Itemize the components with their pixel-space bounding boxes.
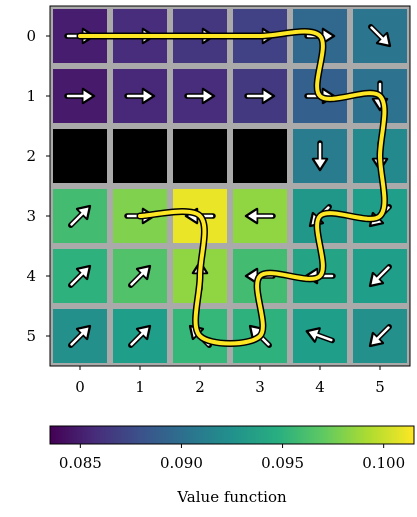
policy-arrow xyxy=(128,264,152,288)
policy-arrow xyxy=(68,264,92,288)
trajectory-line xyxy=(78,29,387,346)
x-tick-label: 2 xyxy=(195,378,205,396)
y-tick-label: 0 xyxy=(26,27,36,45)
policy-arrow xyxy=(368,24,392,48)
y-tick-label: 5 xyxy=(26,327,36,345)
policy-arrow xyxy=(368,324,392,348)
x-tick-label: 5 xyxy=(375,378,385,396)
colorbar-tick-label: 0.090 xyxy=(160,454,203,472)
colorbar-tick-label: 0.095 xyxy=(261,454,304,472)
obstacle-cell xyxy=(53,129,107,183)
policy-arrow xyxy=(124,87,156,105)
policy-arrow xyxy=(368,264,392,288)
axes-frame xyxy=(49,5,411,367)
x-tick-label: 1 xyxy=(135,378,145,396)
colorbar-tick-label: 0.085 xyxy=(59,454,102,472)
policy-arrow xyxy=(128,324,152,348)
policy-arrow xyxy=(244,87,276,105)
colorbar-tick-label: 0.100 xyxy=(362,454,405,472)
policy-arrow xyxy=(68,324,92,348)
x-tick-label: 0 xyxy=(75,378,85,396)
policy-arrow xyxy=(311,140,329,172)
colorbar xyxy=(49,425,415,445)
policy-arrow xyxy=(64,87,96,105)
x-tick-label: 3 xyxy=(255,378,265,396)
y-tick-label: 1 xyxy=(26,87,36,105)
policy-arrow xyxy=(244,207,276,225)
colorbar-label: Value function xyxy=(176,488,287,506)
obstacle-cell xyxy=(113,129,167,183)
policy-arrow xyxy=(68,204,92,228)
y-tick-label: 2 xyxy=(26,147,36,165)
policy-arrow xyxy=(184,87,216,105)
x-tick-label: 4 xyxy=(315,378,325,396)
obstacle-cell xyxy=(173,129,227,183)
grid-background xyxy=(50,6,410,366)
policy-arrow xyxy=(305,327,335,344)
y-tick-label: 4 xyxy=(26,267,36,285)
obstacle-cell xyxy=(233,129,287,183)
y-tick-label: 3 xyxy=(26,207,36,225)
